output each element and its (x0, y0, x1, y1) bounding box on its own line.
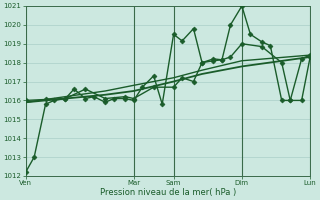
X-axis label: Pression niveau de la mer( hPa ): Pression niveau de la mer( hPa ) (100, 188, 236, 197)
